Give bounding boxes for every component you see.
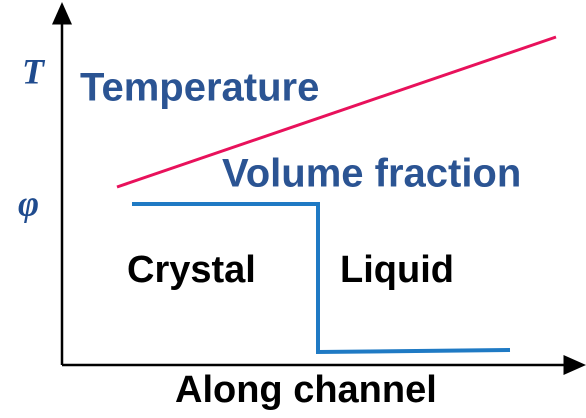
volume-fraction-line: [132, 202, 511, 355]
liquid-label: Liquid: [340, 249, 454, 291]
y-label-phi: φ: [18, 183, 39, 223]
temperature-line: [116, 35, 557, 189]
volume-fraction-label: Volume fraction: [222, 152, 521, 196]
y-label-t: T: [22, 51, 46, 91]
temperature-label: Temperature: [80, 66, 319, 110]
x-axis-label: Along channel: [175, 369, 437, 411]
crystal-label: Crystal: [127, 249, 256, 291]
